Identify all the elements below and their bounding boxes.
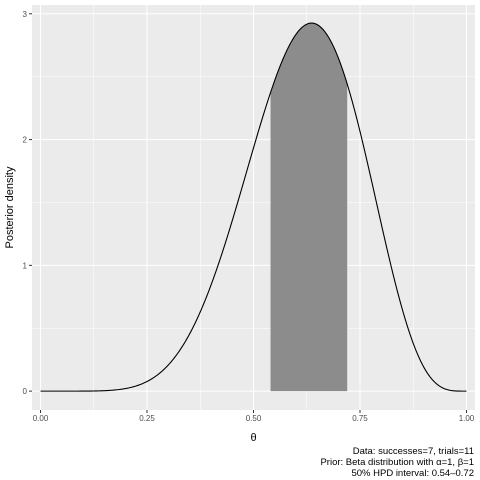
caption-line-hpd: 50% HPD interval: 0.54–0.72 xyxy=(351,468,474,479)
caption-line-data: Data: successes=7, trials=11 xyxy=(353,446,474,457)
y-axis-title: Posterior density xyxy=(4,166,16,248)
major-gridlines xyxy=(32,5,475,410)
y-tick-label: 0 xyxy=(23,387,28,396)
y-axis: 0 1 2 3 xyxy=(23,10,32,396)
x-tick-label: 0.00 xyxy=(33,414,49,423)
x-axis-title: θ xyxy=(250,432,256,444)
y-tick-label: 3 xyxy=(23,10,28,19)
y-tick-label: 1 xyxy=(23,261,28,270)
y-tick-label: 2 xyxy=(23,136,28,145)
x-tick-label: 0.50 xyxy=(246,414,262,423)
caption-line-prior: Prior: Beta distribution with α=1, β=1 xyxy=(320,457,474,468)
posterior-density-curve xyxy=(40,22,467,392)
x-tick-label: 0.75 xyxy=(352,414,368,423)
x-axis: 0.00 0.25 0.50 0.75 1.00 xyxy=(33,410,475,423)
x-tick-label: 0.25 xyxy=(139,414,155,423)
hpd-interval-area xyxy=(270,23,348,392)
x-tick-label: 1.00 xyxy=(459,414,475,423)
